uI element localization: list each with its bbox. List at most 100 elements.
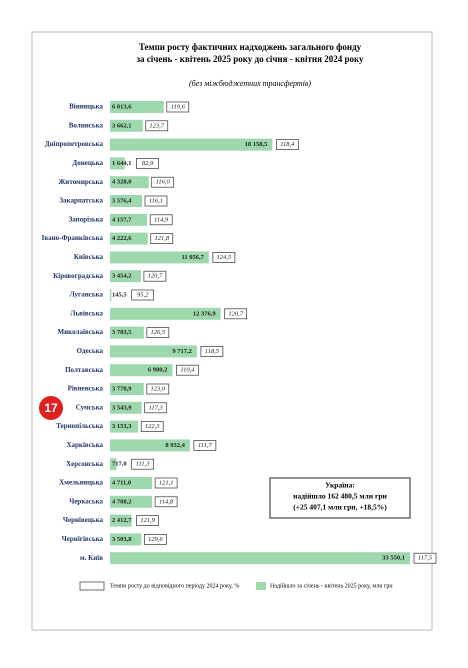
bar: [110, 307, 221, 320]
value-label: 2 412,7: [112, 517, 132, 524]
growth-label: 110,4: [180, 367, 195, 374]
bar: [110, 439, 190, 452]
bar: [110, 401, 142, 414]
bar: [110, 101, 164, 113]
value-label: 4 708,2: [112, 498, 132, 505]
growth-box: [154, 496, 178, 508]
category-label: Київська: [74, 253, 104, 261]
growth-label: 95,2: [137, 291, 149, 298]
value-label: 3 778,9: [112, 385, 132, 392]
growth-label: 114,9: [154, 216, 169, 223]
growth-box: [146, 327, 170, 338]
category-label: Закарпатська: [59, 197, 103, 205]
bar: [110, 138, 273, 151]
bar: [110, 232, 148, 245]
category-label: Дніпропетровська: [45, 140, 104, 148]
growth-label: 126,5: [151, 329, 166, 336]
category-label: м. Київ: [80, 554, 103, 562]
category-label: Рівненська: [68, 385, 104, 393]
value-label: 6 013,6: [112, 103, 132, 110]
growth-label: 122,3: [145, 423, 160, 430]
category-label: Запорізька: [69, 215, 104, 223]
value-label: 3 454,2: [112, 273, 132, 280]
value-label: 12 376,9: [193, 310, 217, 317]
category-label: Івано-Франківська: [42, 234, 104, 242]
growth-box: [136, 158, 159, 169]
category-label: Львівська: [70, 309, 103, 317]
growth-box: [146, 383, 170, 395]
value-label: 4 222,6: [112, 235, 132, 242]
category-label: Донецька: [72, 159, 103, 167]
value-label: 717,0: [112, 461, 127, 468]
category-label: Одеська: [77, 347, 104, 355]
growth-label: 114,8: [159, 498, 174, 505]
growth-label: 129,6: [148, 536, 163, 543]
bar: [110, 326, 144, 339]
legend-swatch: [256, 582, 266, 590]
growth-box: [166, 101, 190, 113]
value-label: 18 158,5: [245, 141, 269, 148]
growth-box: [131, 458, 154, 470]
annotation: Україна:: [325, 481, 355, 490]
frame: [31, 31, 433, 631]
growth-box: [145, 120, 169, 132]
category-label: Черкаська: [69, 497, 103, 505]
growth-label: 121,1: [159, 479, 174, 486]
category-label: Сумська: [76, 403, 104, 411]
value-label: 145,5: [112, 291, 127, 298]
category-label: Чернівецька: [63, 516, 104, 524]
legend-label: Надійшло за січень - квітень 2025 року, …: [270, 582, 393, 589]
category-label: Вінницька: [69, 103, 103, 111]
bar: [110, 552, 410, 565]
growth-label: 111,3: [136, 461, 150, 468]
category-label: Хмельницька: [59, 479, 103, 487]
growth-box: [136, 515, 159, 526]
value-label: 11 056,7: [181, 254, 204, 261]
chart-title: Темпи росту фактичних надходжень загальн…: [136, 42, 364, 64]
bar: [110, 289, 112, 301]
bar: [110, 345, 197, 358]
growth-label: 119,6: [171, 103, 186, 110]
annotation: (+25 407,1 млн грн, +18,5%): [293, 503, 387, 512]
value-label: 3 503,8: [112, 536, 132, 543]
growth-box: [276, 139, 299, 150]
category-label: Полтавська: [65, 366, 103, 374]
growth-box: [150, 233, 174, 244]
growth-box: [193, 440, 217, 451]
growth-label: 117,3: [149, 404, 164, 411]
value-label: 4 157,7: [112, 216, 132, 223]
category-label: Херсонська: [66, 460, 103, 468]
value-label: 3 543,9: [112, 404, 132, 411]
growth-box: [413, 552, 437, 564]
legend-swatch: [79, 581, 105, 591]
growth-box: [224, 308, 248, 320]
growth-label: 124,5: [217, 254, 232, 261]
bar: [110, 495, 153, 508]
value-label: 33 550,1: [382, 555, 405, 562]
category-label: Луганська: [70, 291, 104, 299]
legend-label: Темпи росту до відповідного періоду 2024…: [110, 583, 239, 589]
category-label: Кіровоградська: [53, 272, 103, 280]
growth-label: 123,0: [150, 385, 165, 392]
growth-box: [143, 270, 167, 282]
value-label: 4 328,0: [112, 179, 132, 186]
growth-box: [212, 252, 236, 263]
bar: [110, 533, 142, 546]
bar: [110, 514, 132, 527]
growth-box: [144, 195, 168, 207]
growth-box: [140, 421, 164, 432]
growth-label: 123,7: [149, 122, 164, 129]
growth-box: [200, 346, 224, 357]
growth-label: 116,1: [149, 197, 163, 204]
bar: [110, 176, 149, 189]
bar: [110, 383, 144, 395]
badge: [39, 396, 63, 420]
growth-label: 121,9: [140, 517, 155, 524]
growth-label: 116,0: [156, 179, 171, 186]
category-label: Волинська: [69, 121, 104, 129]
chart-subtitle: (без міжбюджетних трансфертів): [189, 79, 311, 88]
value-label: 8 932,4: [165, 442, 185, 449]
bar: [110, 213, 148, 226]
